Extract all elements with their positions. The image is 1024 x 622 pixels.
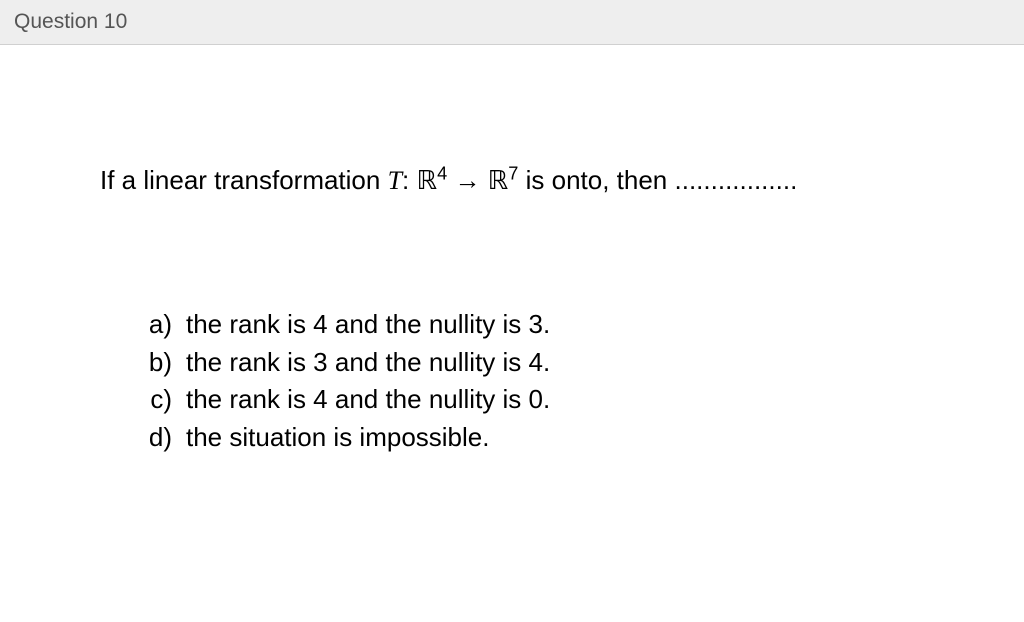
options-list: a) the rank is 4 and the nullity is 3. b… xyxy=(138,306,924,457)
math-R-2: ℝ xyxy=(488,166,509,195)
prompt-suffix: is onto, then xyxy=(518,165,674,195)
option-d[interactable]: d) the situation is impossible. xyxy=(138,419,924,457)
option-a[interactable]: a) the rank is 4 and the nullity is 3. xyxy=(138,306,924,344)
option-c[interactable]: c) the rank is 4 and the nullity is 0. xyxy=(138,381,924,419)
option-text: the situation is impossible. xyxy=(186,419,924,457)
arrow: → xyxy=(447,165,487,195)
colon: : xyxy=(402,165,416,195)
question-number: Question 10 xyxy=(14,10,127,33)
exponent-1: 4 xyxy=(437,163,447,183)
question-body: If a linear transformation T: ℝ4 → ℝ7 is… xyxy=(0,45,1024,457)
question-header: Question 10 xyxy=(0,0,1024,45)
option-label: c) xyxy=(138,381,186,419)
fill-dots: ................. xyxy=(675,165,798,195)
exponent-2: 7 xyxy=(508,163,518,183)
option-b[interactable]: b) the rank is 3 and the nullity is 4. xyxy=(138,344,924,382)
math-symbol-T: T xyxy=(388,166,402,195)
option-text: the rank is 4 and the nullity is 3. xyxy=(186,306,924,344)
math-R-1: ℝ xyxy=(417,166,438,195)
option-text: the rank is 4 and the nullity is 0. xyxy=(186,381,924,419)
option-label: a) xyxy=(138,306,186,344)
prompt-prefix: If a linear transformation xyxy=(100,165,388,195)
option-text: the rank is 3 and the nullity is 4. xyxy=(186,344,924,382)
question-prompt: If a linear transformation T: ℝ4 → ℝ7 is… xyxy=(100,165,924,196)
option-label: d) xyxy=(138,419,186,457)
option-label: b) xyxy=(138,344,186,382)
